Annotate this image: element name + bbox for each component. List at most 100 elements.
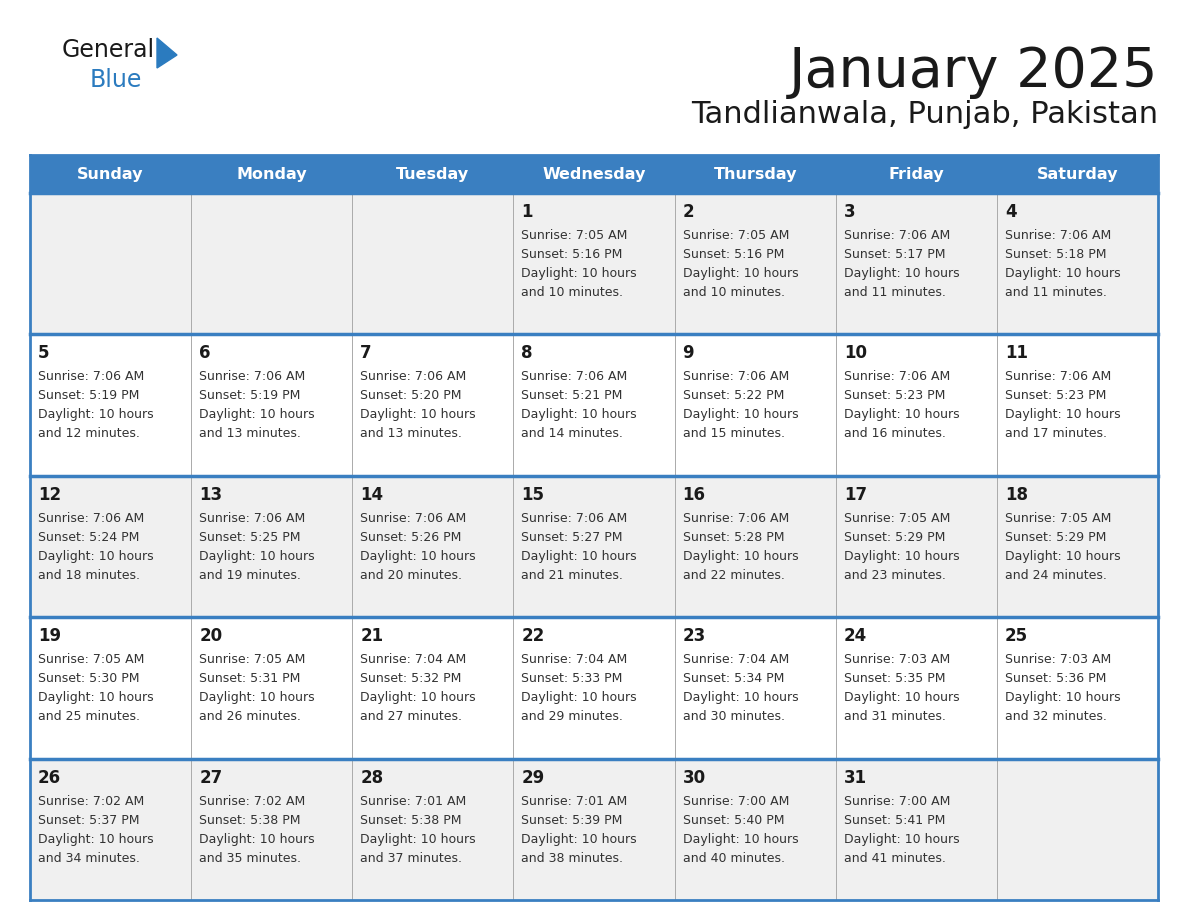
Text: Tuesday: Tuesday — [397, 166, 469, 182]
Text: Sunrise: 7:06 AM: Sunrise: 7:06 AM — [683, 370, 789, 384]
Text: and 23 minutes.: and 23 minutes. — [843, 569, 946, 582]
Text: Thursday: Thursday — [713, 166, 797, 182]
Text: Sunset: 5:27 PM: Sunset: 5:27 PM — [522, 531, 623, 543]
Text: and 15 minutes.: and 15 minutes. — [683, 428, 784, 441]
Text: Sunset: 5:23 PM: Sunset: 5:23 PM — [1005, 389, 1106, 402]
Text: Daylight: 10 hours: Daylight: 10 hours — [683, 833, 798, 845]
Text: Daylight: 10 hours: Daylight: 10 hours — [360, 833, 476, 845]
Text: Sunset: 5:19 PM: Sunset: 5:19 PM — [200, 389, 301, 402]
Text: Sunset: 5:16 PM: Sunset: 5:16 PM — [683, 248, 784, 261]
Text: Daylight: 10 hours: Daylight: 10 hours — [843, 550, 960, 563]
Text: Daylight: 10 hours: Daylight: 10 hours — [522, 267, 637, 280]
Text: and 37 minutes.: and 37 minutes. — [360, 852, 462, 865]
Text: 3: 3 — [843, 203, 855, 221]
Text: and 13 minutes.: and 13 minutes. — [200, 428, 301, 441]
Text: Sunrise: 7:01 AM: Sunrise: 7:01 AM — [360, 795, 467, 808]
Text: Sunset: 5:34 PM: Sunset: 5:34 PM — [683, 672, 784, 685]
Text: 2: 2 — [683, 203, 694, 221]
Text: and 19 minutes.: and 19 minutes. — [200, 569, 301, 582]
Text: and 14 minutes.: and 14 minutes. — [522, 428, 624, 441]
Text: 30: 30 — [683, 768, 706, 787]
Text: Sunset: 5:23 PM: Sunset: 5:23 PM — [843, 389, 946, 402]
Text: Sunrise: 7:00 AM: Sunrise: 7:00 AM — [683, 795, 789, 808]
Text: Sunset: 5:28 PM: Sunset: 5:28 PM — [683, 531, 784, 543]
Bar — [30, 758, 1158, 900]
Text: Sunrise: 7:01 AM: Sunrise: 7:01 AM — [522, 795, 627, 808]
Text: Sunset: 5:33 PM: Sunset: 5:33 PM — [522, 672, 623, 685]
Text: 26: 26 — [38, 768, 61, 787]
Text: Sunrise: 7:03 AM: Sunrise: 7:03 AM — [843, 654, 950, 666]
Text: Saturday: Saturday — [1037, 166, 1118, 182]
Text: and 17 minutes.: and 17 minutes. — [1005, 428, 1107, 441]
Text: Sunset: 5:17 PM: Sunset: 5:17 PM — [843, 248, 946, 261]
Text: Sunrise: 7:05 AM: Sunrise: 7:05 AM — [522, 229, 627, 242]
Text: Daylight: 10 hours: Daylight: 10 hours — [200, 833, 315, 845]
Text: and 16 minutes.: and 16 minutes. — [843, 428, 946, 441]
Text: Sunrise: 7:06 AM: Sunrise: 7:06 AM — [200, 370, 305, 384]
Text: Daylight: 10 hours: Daylight: 10 hours — [38, 833, 153, 845]
Text: Sunrise: 7:06 AM: Sunrise: 7:06 AM — [38, 512, 144, 525]
Text: Daylight: 10 hours: Daylight: 10 hours — [1005, 267, 1120, 280]
Text: Sunset: 5:22 PM: Sunset: 5:22 PM — [683, 389, 784, 402]
Text: Sunrise: 7:06 AM: Sunrise: 7:06 AM — [843, 370, 950, 384]
Text: Monday: Monday — [236, 166, 307, 182]
Text: 10: 10 — [843, 344, 867, 363]
Text: Sunrise: 7:03 AM: Sunrise: 7:03 AM — [1005, 654, 1111, 666]
Text: Daylight: 10 hours: Daylight: 10 hours — [522, 550, 637, 563]
Text: 31: 31 — [843, 768, 867, 787]
Text: Sunset: 5:18 PM: Sunset: 5:18 PM — [1005, 248, 1106, 261]
Text: Daylight: 10 hours: Daylight: 10 hours — [1005, 691, 1120, 704]
Bar — [30, 476, 1158, 617]
Text: 28: 28 — [360, 768, 384, 787]
Text: 7: 7 — [360, 344, 372, 363]
Text: and 40 minutes.: and 40 minutes. — [683, 852, 784, 865]
Text: Friday: Friday — [889, 166, 944, 182]
Text: Sunrise: 7:06 AM: Sunrise: 7:06 AM — [522, 512, 627, 525]
Text: Daylight: 10 hours: Daylight: 10 hours — [1005, 409, 1120, 421]
Polygon shape — [157, 38, 177, 68]
Text: Daylight: 10 hours: Daylight: 10 hours — [38, 691, 153, 704]
Text: Daylight: 10 hours: Daylight: 10 hours — [843, 267, 960, 280]
Text: Sunset: 5:24 PM: Sunset: 5:24 PM — [38, 531, 139, 543]
Text: Daylight: 10 hours: Daylight: 10 hours — [360, 691, 476, 704]
Text: and 34 minutes.: and 34 minutes. — [38, 852, 140, 865]
Text: Sunset: 5:38 PM: Sunset: 5:38 PM — [200, 813, 301, 826]
Text: Sunset: 5:16 PM: Sunset: 5:16 PM — [522, 248, 623, 261]
Text: and 13 minutes.: and 13 minutes. — [360, 428, 462, 441]
Text: 15: 15 — [522, 486, 544, 504]
Text: Sunset: 5:21 PM: Sunset: 5:21 PM — [522, 389, 623, 402]
Bar — [30, 155, 1158, 193]
Text: and 22 minutes.: and 22 minutes. — [683, 569, 784, 582]
Text: Sunset: 5:26 PM: Sunset: 5:26 PM — [360, 531, 462, 543]
Text: and 26 minutes.: and 26 minutes. — [200, 711, 301, 723]
Text: 20: 20 — [200, 627, 222, 645]
Text: and 21 minutes.: and 21 minutes. — [522, 569, 624, 582]
Text: and 38 minutes.: and 38 minutes. — [522, 852, 624, 865]
Text: and 29 minutes.: and 29 minutes. — [522, 711, 624, 723]
Text: Sunset: 5:31 PM: Sunset: 5:31 PM — [200, 672, 301, 685]
Text: Sunrise: 7:04 AM: Sunrise: 7:04 AM — [683, 654, 789, 666]
Text: and 32 minutes.: and 32 minutes. — [1005, 711, 1107, 723]
Text: 11: 11 — [1005, 344, 1028, 363]
Text: Daylight: 10 hours: Daylight: 10 hours — [1005, 550, 1120, 563]
Text: Daylight: 10 hours: Daylight: 10 hours — [843, 691, 960, 704]
Text: 12: 12 — [38, 486, 61, 504]
Text: 8: 8 — [522, 344, 533, 363]
Text: Sunrise: 7:06 AM: Sunrise: 7:06 AM — [38, 370, 144, 384]
Text: Sunset: 5:29 PM: Sunset: 5:29 PM — [843, 531, 946, 543]
Text: 6: 6 — [200, 344, 210, 363]
Text: Sunrise: 7:06 AM: Sunrise: 7:06 AM — [360, 512, 467, 525]
Bar — [30, 334, 1158, 476]
Text: 14: 14 — [360, 486, 384, 504]
Text: General: General — [62, 38, 156, 62]
Text: 9: 9 — [683, 344, 694, 363]
Text: Sunset: 5:29 PM: Sunset: 5:29 PM — [1005, 531, 1106, 543]
Text: Sunset: 5:40 PM: Sunset: 5:40 PM — [683, 813, 784, 826]
Text: Sunrise: 7:02 AM: Sunrise: 7:02 AM — [200, 795, 305, 808]
Text: Sunrise: 7:05 AM: Sunrise: 7:05 AM — [683, 229, 789, 242]
Text: Sunrise: 7:02 AM: Sunrise: 7:02 AM — [38, 795, 144, 808]
Text: Daylight: 10 hours: Daylight: 10 hours — [38, 409, 153, 421]
Text: Daylight: 10 hours: Daylight: 10 hours — [200, 550, 315, 563]
Text: 21: 21 — [360, 627, 384, 645]
Text: and 35 minutes.: and 35 minutes. — [200, 852, 301, 865]
